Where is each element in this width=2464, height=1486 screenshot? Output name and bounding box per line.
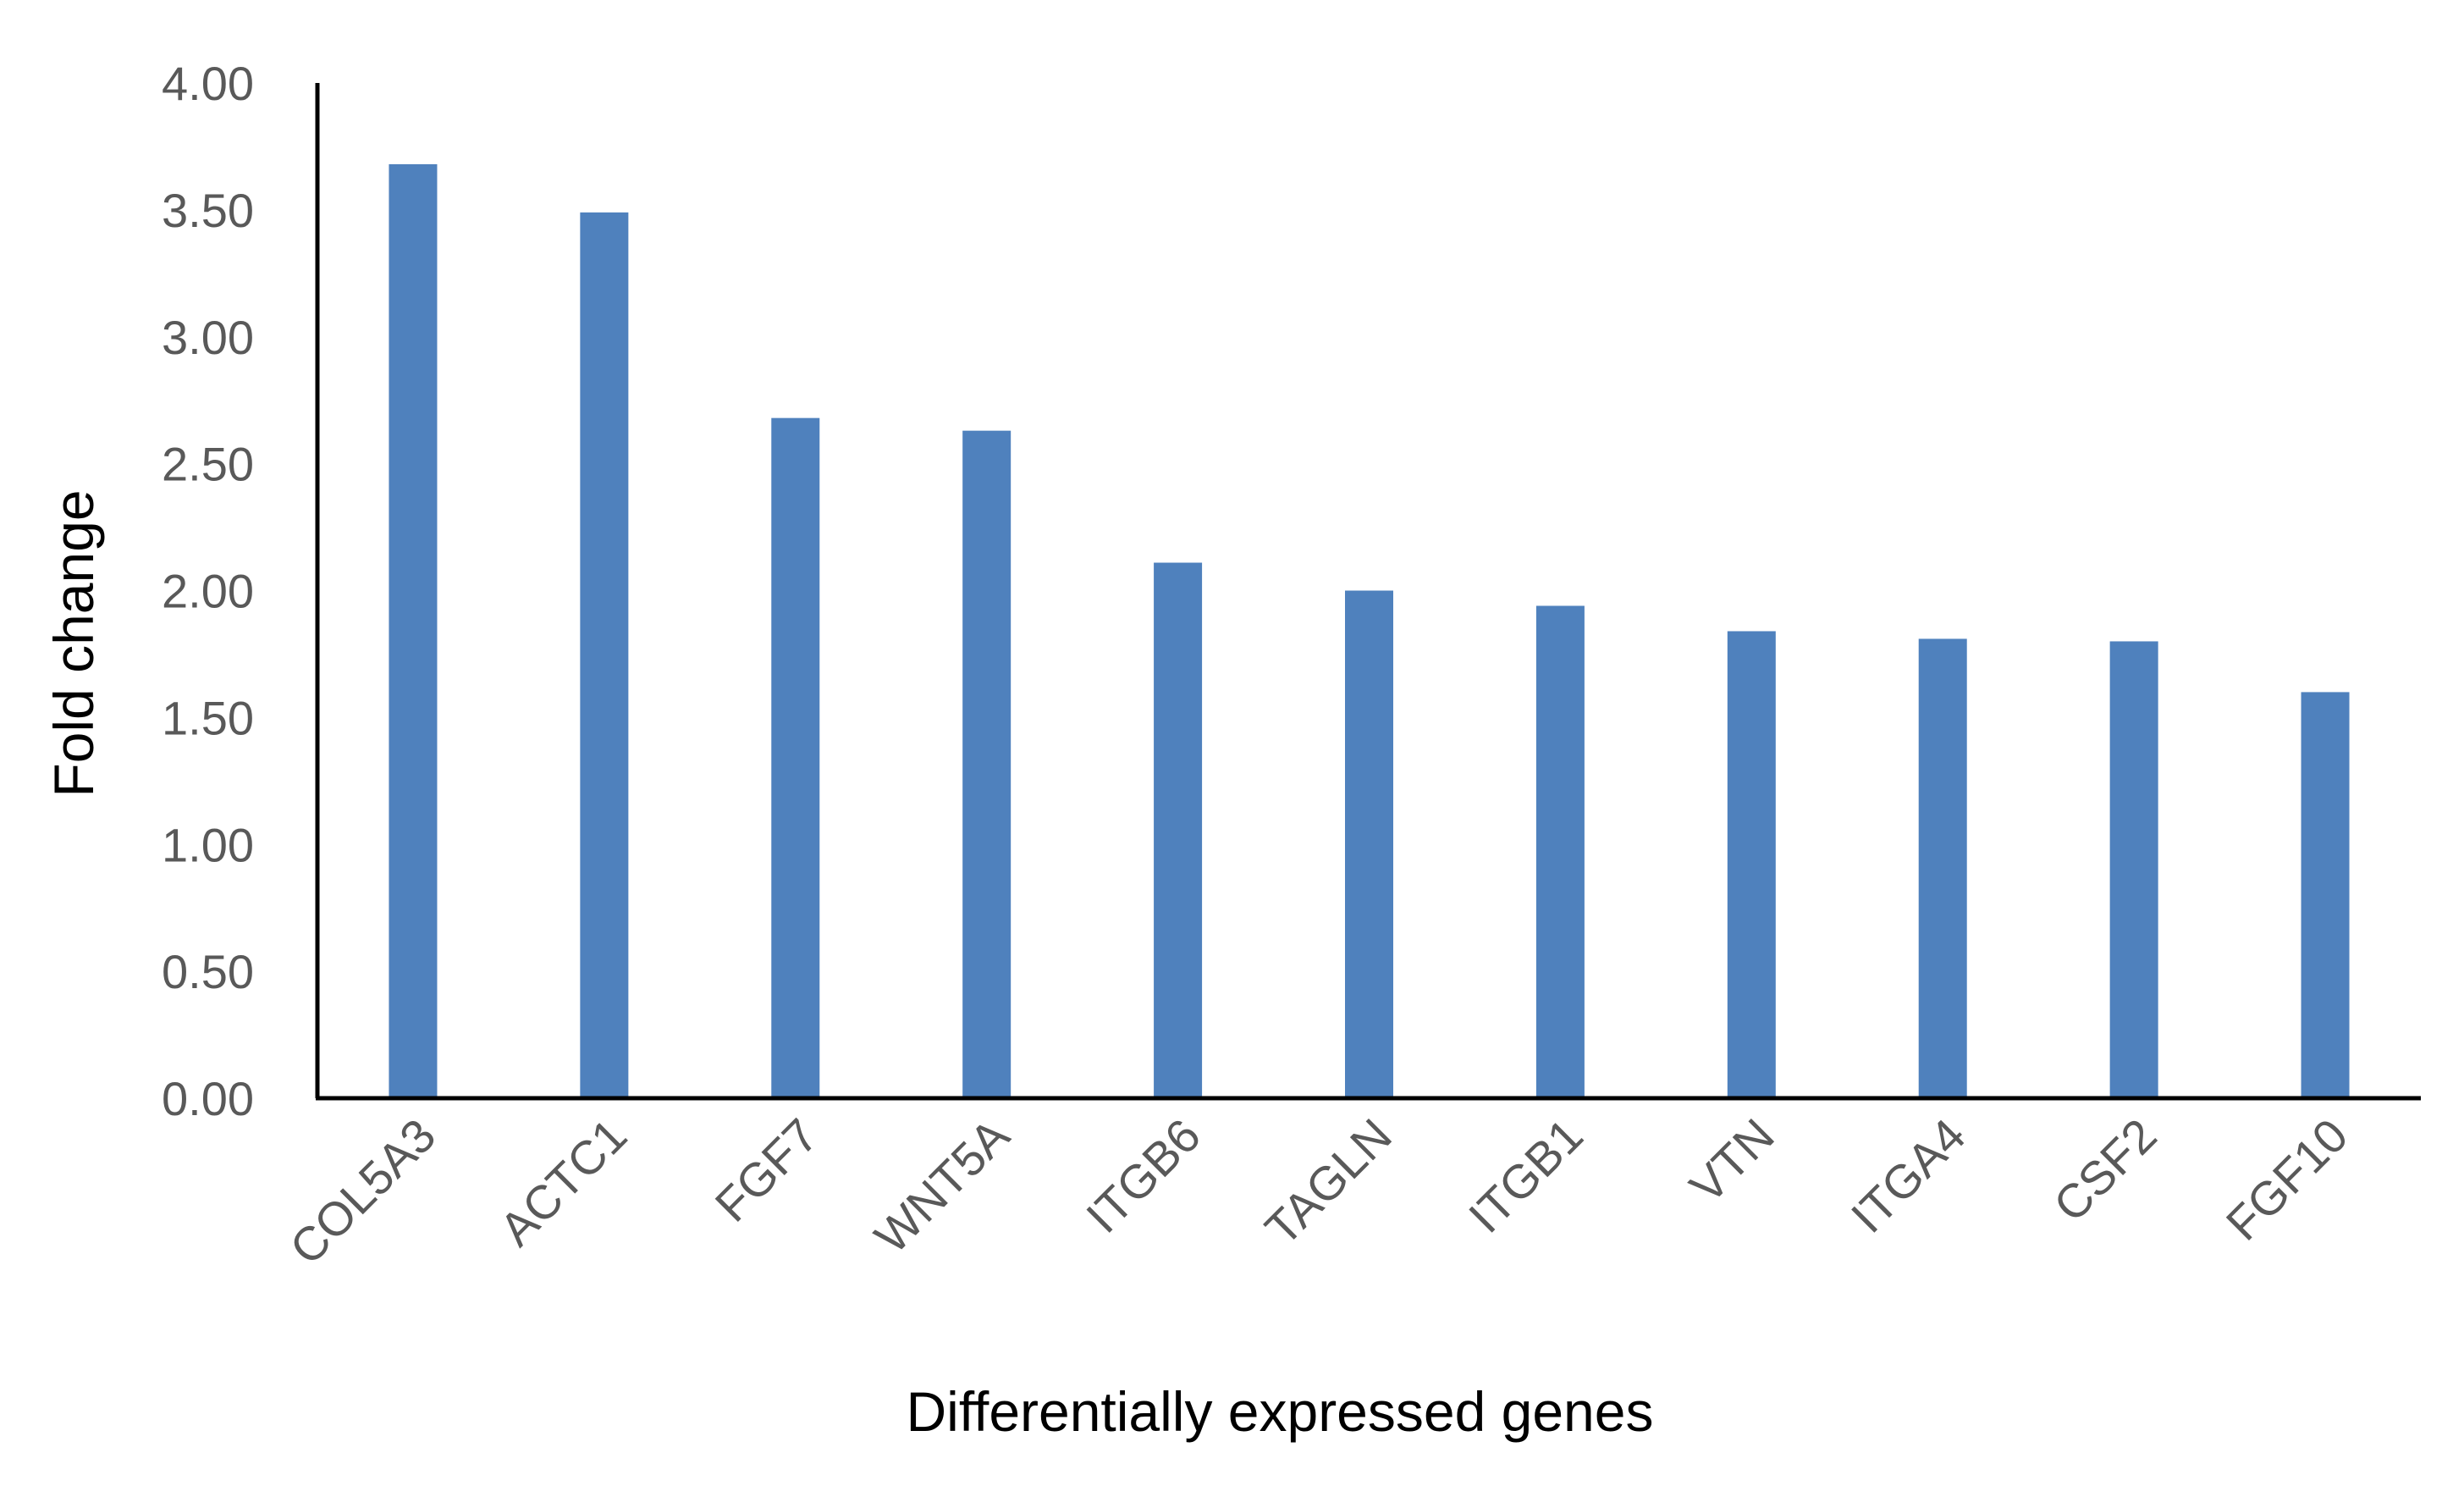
bar [1918, 638, 1967, 1098]
bar [771, 417, 820, 1098]
bar [2301, 692, 2350, 1098]
y-tick-label: 3.00 [162, 311, 254, 364]
x-tick-label: WNT5A [864, 1108, 1020, 1263]
x-tick-label: TAGLN [1254, 1108, 1402, 1256]
x-tick-label: CSF2 [2043, 1108, 2167, 1232]
x-tick-label: FGF10 [2216, 1108, 2358, 1251]
y-axis-title: Fold change [42, 489, 105, 797]
x-tick-label: FGF7 [705, 1108, 829, 1232]
x-tick-label: COL5A3 [279, 1108, 445, 1274]
y-tick-label: 0.00 [162, 1072, 254, 1125]
x-axis-title: Differentially expressed genes [907, 1380, 1654, 1443]
y-tick-label: 3.50 [162, 184, 254, 237]
bar [962, 430, 1012, 1099]
x-tick-label: ITGA4 [1841, 1108, 1976, 1243]
x-tick-label: ITGB1 [1458, 1108, 1593, 1243]
y-tick-label: 4.00 [162, 57, 254, 110]
x-tick-label: VTN [1679, 1108, 1784, 1213]
bar [389, 163, 438, 1098]
y-tick-label: 2.00 [162, 565, 254, 618]
y-tick-label: 0.50 [162, 945, 254, 998]
bar [1345, 590, 1393, 1098]
y-tick-label: 1.00 [162, 818, 254, 871]
bars [389, 163, 2350, 1099]
y-tick-labels: 0.00 0.50 1.00 1.50 2.00 2.50 3.00 3.50 4.00 [162, 57, 254, 1125]
x-tick-label: ITGB6 [1076, 1108, 1210, 1243]
bar [1535, 605, 1585, 1098]
x-tick-labels: COL5A3 ACTC1 FGF7 WNT5A ITGB6 TAGLN ITGB1 VTN IT… [279, 1108, 2358, 1274]
bar [2109, 641, 2158, 1098]
bar [1727, 631, 1776, 1098]
x-tick-label: ACTC1 [489, 1108, 637, 1256]
bar [1154, 562, 1203, 1098]
y-tick-label: 2.50 [162, 438, 254, 491]
bar [580, 212, 629, 1098]
y-tick-label: 1.50 [162, 691, 254, 744]
